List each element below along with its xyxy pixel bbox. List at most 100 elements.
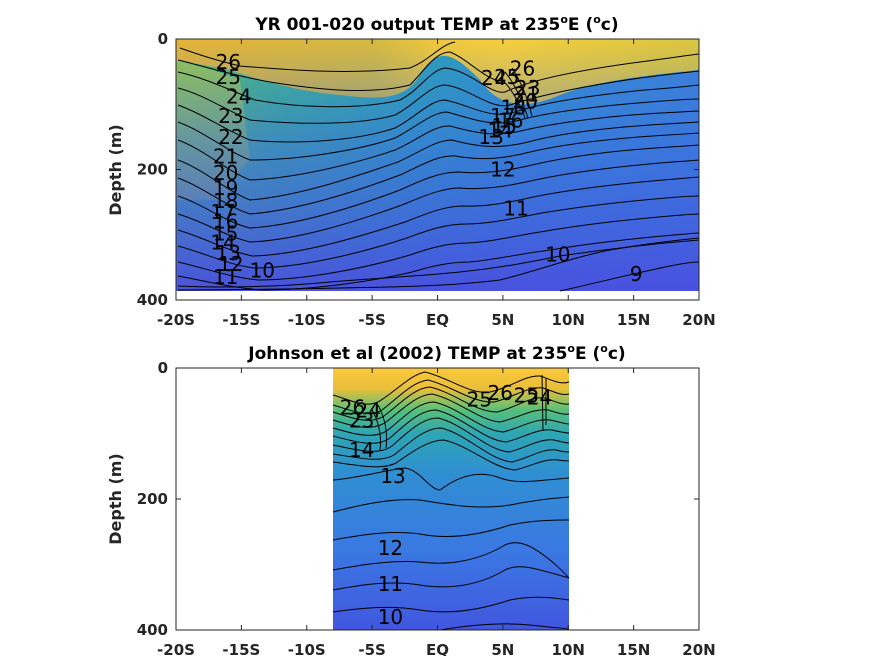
top-contour-label: 20 [213, 161, 238, 185]
top-contour-label: 9 [630, 262, 643, 286]
top-contour-label: 10 [545, 242, 570, 266]
bottom-contour-20 [332, 401, 570, 436]
top-field-deep [176, 39, 699, 291]
top-contour-label: 26 [510, 56, 535, 80]
top-contour-hot-3 [511, 67, 533, 117]
top-contour-label: 16 [498, 109, 523, 133]
top-xtick-label: -15S [222, 311, 260, 329]
top-contour-hot-1 [499, 77, 526, 119]
top-contour-16 [177, 159, 700, 243]
top-contour-21 [177, 98, 700, 161]
top-contour-25 [177, 51, 506, 92]
bottom-contour-16 [332, 417, 570, 453]
top-contour-label: 24 [481, 66, 506, 90]
bottom-xtick-label: 20N [682, 641, 715, 656]
top-contour-15 [177, 176, 700, 257]
top-panel: YR 001-020 output TEMP at 235oE (oc) [106, 13, 716, 329]
bottom-contour-22 [332, 393, 570, 428]
bottom-contour-11-upper [332, 542, 570, 579]
bottom-contour-13 [332, 467, 570, 491]
top-xtick-label: 5N [491, 311, 514, 329]
bottom-contour-11 [332, 566, 570, 591]
top-title: YR 001-020 output TEMP at 235oE (oc) [254, 13, 618, 35]
bottom-contour-label: 14 [349, 438, 374, 462]
bottom-contour-label: 24 [527, 385, 552, 409]
top-contour-label: 12 [218, 252, 243, 276]
top-contour-label: 23 [515, 76, 540, 100]
top-contour-label: 16 [213, 210, 238, 234]
top-contour-23 [177, 70, 700, 124]
top-contour-label: 23 [218, 104, 243, 128]
top-xtick-label: -5S [358, 311, 385, 329]
top-contour-17 [177, 144, 700, 229]
top-contour-hot-2 [504, 71, 529, 119]
bottom-contour-9 [439, 623, 570, 631]
bottom-contour-label: 23 [349, 408, 374, 432]
bottom-xtick-label: -5S [358, 641, 385, 656]
top-ylabel: Depth (m) [106, 124, 125, 216]
top-contour-label: 13 [478, 125, 503, 149]
top-contour-label: 25 [494, 65, 519, 89]
bottom-contour-label: 13 [380, 464, 405, 488]
top-contour-label: 10 [250, 259, 275, 283]
top-contour-18 [177, 132, 700, 215]
top-ytick-label: 400 [137, 291, 168, 309]
top-xtick-label: -20S [157, 311, 195, 329]
bottom-ytick-label: 200 [137, 490, 168, 508]
bottom-contour-front-1 [541, 374, 544, 431]
bottom-contour-10 [332, 596, 570, 613]
top-contour-label: 14 [210, 231, 235, 255]
top-contour-label: 21 [514, 82, 539, 106]
top-contour-9 [559, 261, 700, 292]
bottom-contour-label: 26 [488, 381, 513, 405]
top-contour-13 [177, 213, 700, 281]
bottom-contour-label: 11 [378, 572, 403, 596]
top-contour-label: 20 [512, 90, 537, 114]
top-colorfield [176, 39, 699, 291]
top-contour-12 [177, 232, 700, 291]
bottom-contour-12-upper [332, 496, 570, 513]
bottom-contour-label: 25 [467, 387, 492, 411]
top-contour-label: 12 [490, 158, 515, 182]
top-contour-19 [177, 121, 700, 201]
top-contour-11 [177, 239, 700, 288]
bottom-contour-label: 12 [378, 536, 403, 560]
top-contour-label: 17 [210, 200, 235, 224]
top-contour-label: 18 [213, 189, 238, 213]
bottom-ytick-label: 0 [158, 359, 168, 377]
top-contour-label: 25 [216, 65, 241, 89]
top-contour-22 [177, 84, 700, 143]
top-ytick-label: 0 [158, 30, 168, 48]
top-contour-label: 24 [226, 84, 251, 108]
bottom-contour-label: 25 [514, 384, 539, 408]
top-contour-10 [177, 237, 700, 291]
bottom-contour-18 [332, 409, 570, 444]
bottom-contour-25 [332, 379, 570, 414]
bottom-xtick-label: -20S [157, 641, 195, 656]
top-contour-26 [179, 41, 456, 73]
bottom-xtick-label: EQ [426, 641, 449, 656]
top-contour-label: 18 [501, 96, 526, 120]
bottom-ylabel: Depth (m) [106, 453, 125, 545]
bottom-xtick-label: 10N [552, 641, 585, 656]
bottom-contour-label: 24 [355, 399, 380, 423]
bottom-contours [332, 371, 570, 631]
bottom-contour-14 [332, 439, 570, 471]
top-xtick-label: -10S [288, 311, 326, 329]
bottom-contour-front-3 [371, 409, 381, 451]
top-contour-label: 15 [213, 221, 238, 245]
top-xtick-label: 10N [552, 311, 585, 329]
top-contour-label: 17 [490, 104, 515, 128]
bottom-ytick-label: 400 [137, 621, 168, 639]
top-contour-label: 11 [213, 265, 238, 289]
bottom-xtick-label: 5N [491, 641, 514, 656]
top-contour-24 [177, 53, 700, 108]
top-xtick-label: EQ [426, 311, 449, 329]
bottom-yticks: 0 200 400 [137, 359, 699, 639]
top-contour-label: 26 [216, 50, 241, 74]
bottom-contour-12 [332, 519, 570, 541]
bottom-contour-front-4 [377, 404, 388, 449]
top-contours [177, 41, 700, 292]
